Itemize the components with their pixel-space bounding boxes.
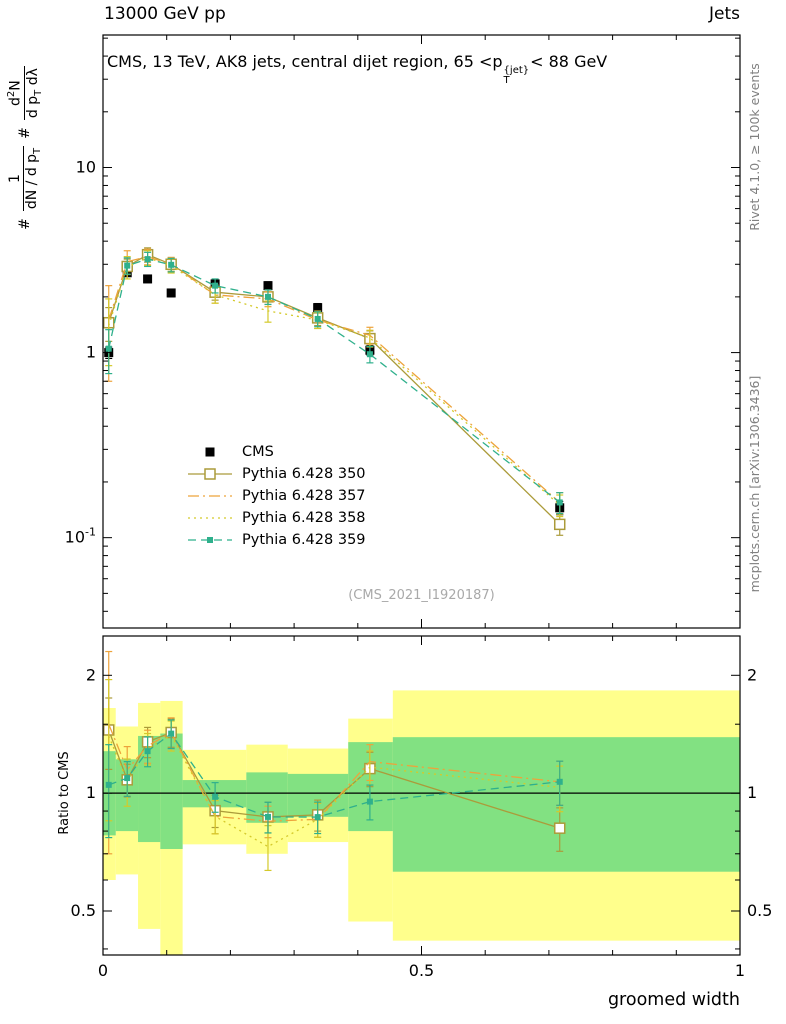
y-axis-label: # 1 dN / d pT # d2N d pT dλ [6,32,45,264]
tick-label: 1 [86,343,96,362]
legend-marker-cms [205,447,215,457]
tick-label: 2 [86,665,96,684]
legend-marker-p357 [188,495,232,497]
x-axis-label: groomed width [607,990,740,1010]
legend-item-cms: CMS [187,441,366,463]
legend-label-p359: Pythia 6.428 359 [242,532,366,548]
ratio-series-layer [103,650,566,872]
legend-marker-p350 [188,468,232,480]
tick-label: 1 [86,783,96,802]
plot-title: CMS, 13 TeV, AK8 jets, central dijet reg… [107,52,739,86]
ylabel-fraction-1: 1 dN / d pT [6,145,44,212]
legend-label-cms: CMS [242,444,274,460]
legend: CMS Pythia 6.428 350 Pythia 6.428 357 Pythi… [187,441,366,551]
ylabel-hash-2: # [17,127,34,139]
series-line-p357 [108,255,561,503]
tick-label: 2 [747,665,757,684]
pt-jet-symbol: {jet} T [503,65,530,86]
series-line-p359 [108,258,561,503]
tick-label: 0.5 [747,901,772,920]
legend-label-p357: Pythia 6.428 357 [242,488,366,504]
legend-label-p358: Pythia 6.428 358 [242,510,366,526]
main-series-layer [103,247,566,536]
legend-item-p358: Pythia 6.428 358 [187,507,366,529]
green-band-bin [160,733,183,850]
plot-title-pre: CMS, 13 TeV, AK8 jets, central dijet reg… [107,52,503,71]
rivet-version-note: Rivet 4.1.0, ≥ 100k events [747,63,762,231]
analysis-id-watermark: (CMS_2021_I1920187) [348,588,495,603]
tick-label: 1 [747,783,757,802]
mcplots-arxiv-note: mcplots.cern.ch [arXiv:1306.3436] [747,375,762,593]
legend-item-p357: Pythia 6.428 357 [187,485,366,507]
ylabel-hash-1: # [17,218,34,230]
green-band-bin [392,737,740,872]
tick-label: 10 [76,158,96,177]
legend-item-p359: Pythia 6.428 359 [187,529,366,551]
legend-label-p350: Pythia 6.428 350 [242,466,366,482]
tick-label: 0.5 [71,901,96,920]
analysis-group-label: Jets [709,4,740,24]
plot-title-post: < 88 GeV [530,52,608,71]
green-band-bin [138,735,161,843]
tick-label: 0.5 [409,961,434,980]
legend-item-p350: Pythia 6.428 350 [187,463,366,485]
beam-energy-label: 13000 GeV pp [104,4,226,24]
tick-label: 10-1 [65,526,96,547]
tick-label: 0 [98,961,108,980]
legend-marker-p359 [188,537,232,543]
ylabel-fraction-2: d2N d pT dλ [6,66,45,121]
ratio-uncertainty-bands [103,690,740,955]
tick-label: 1 [735,961,745,980]
legend-marker-p358 [188,517,232,519]
ratio-axis-label: Ratio to CMS [57,751,72,835]
